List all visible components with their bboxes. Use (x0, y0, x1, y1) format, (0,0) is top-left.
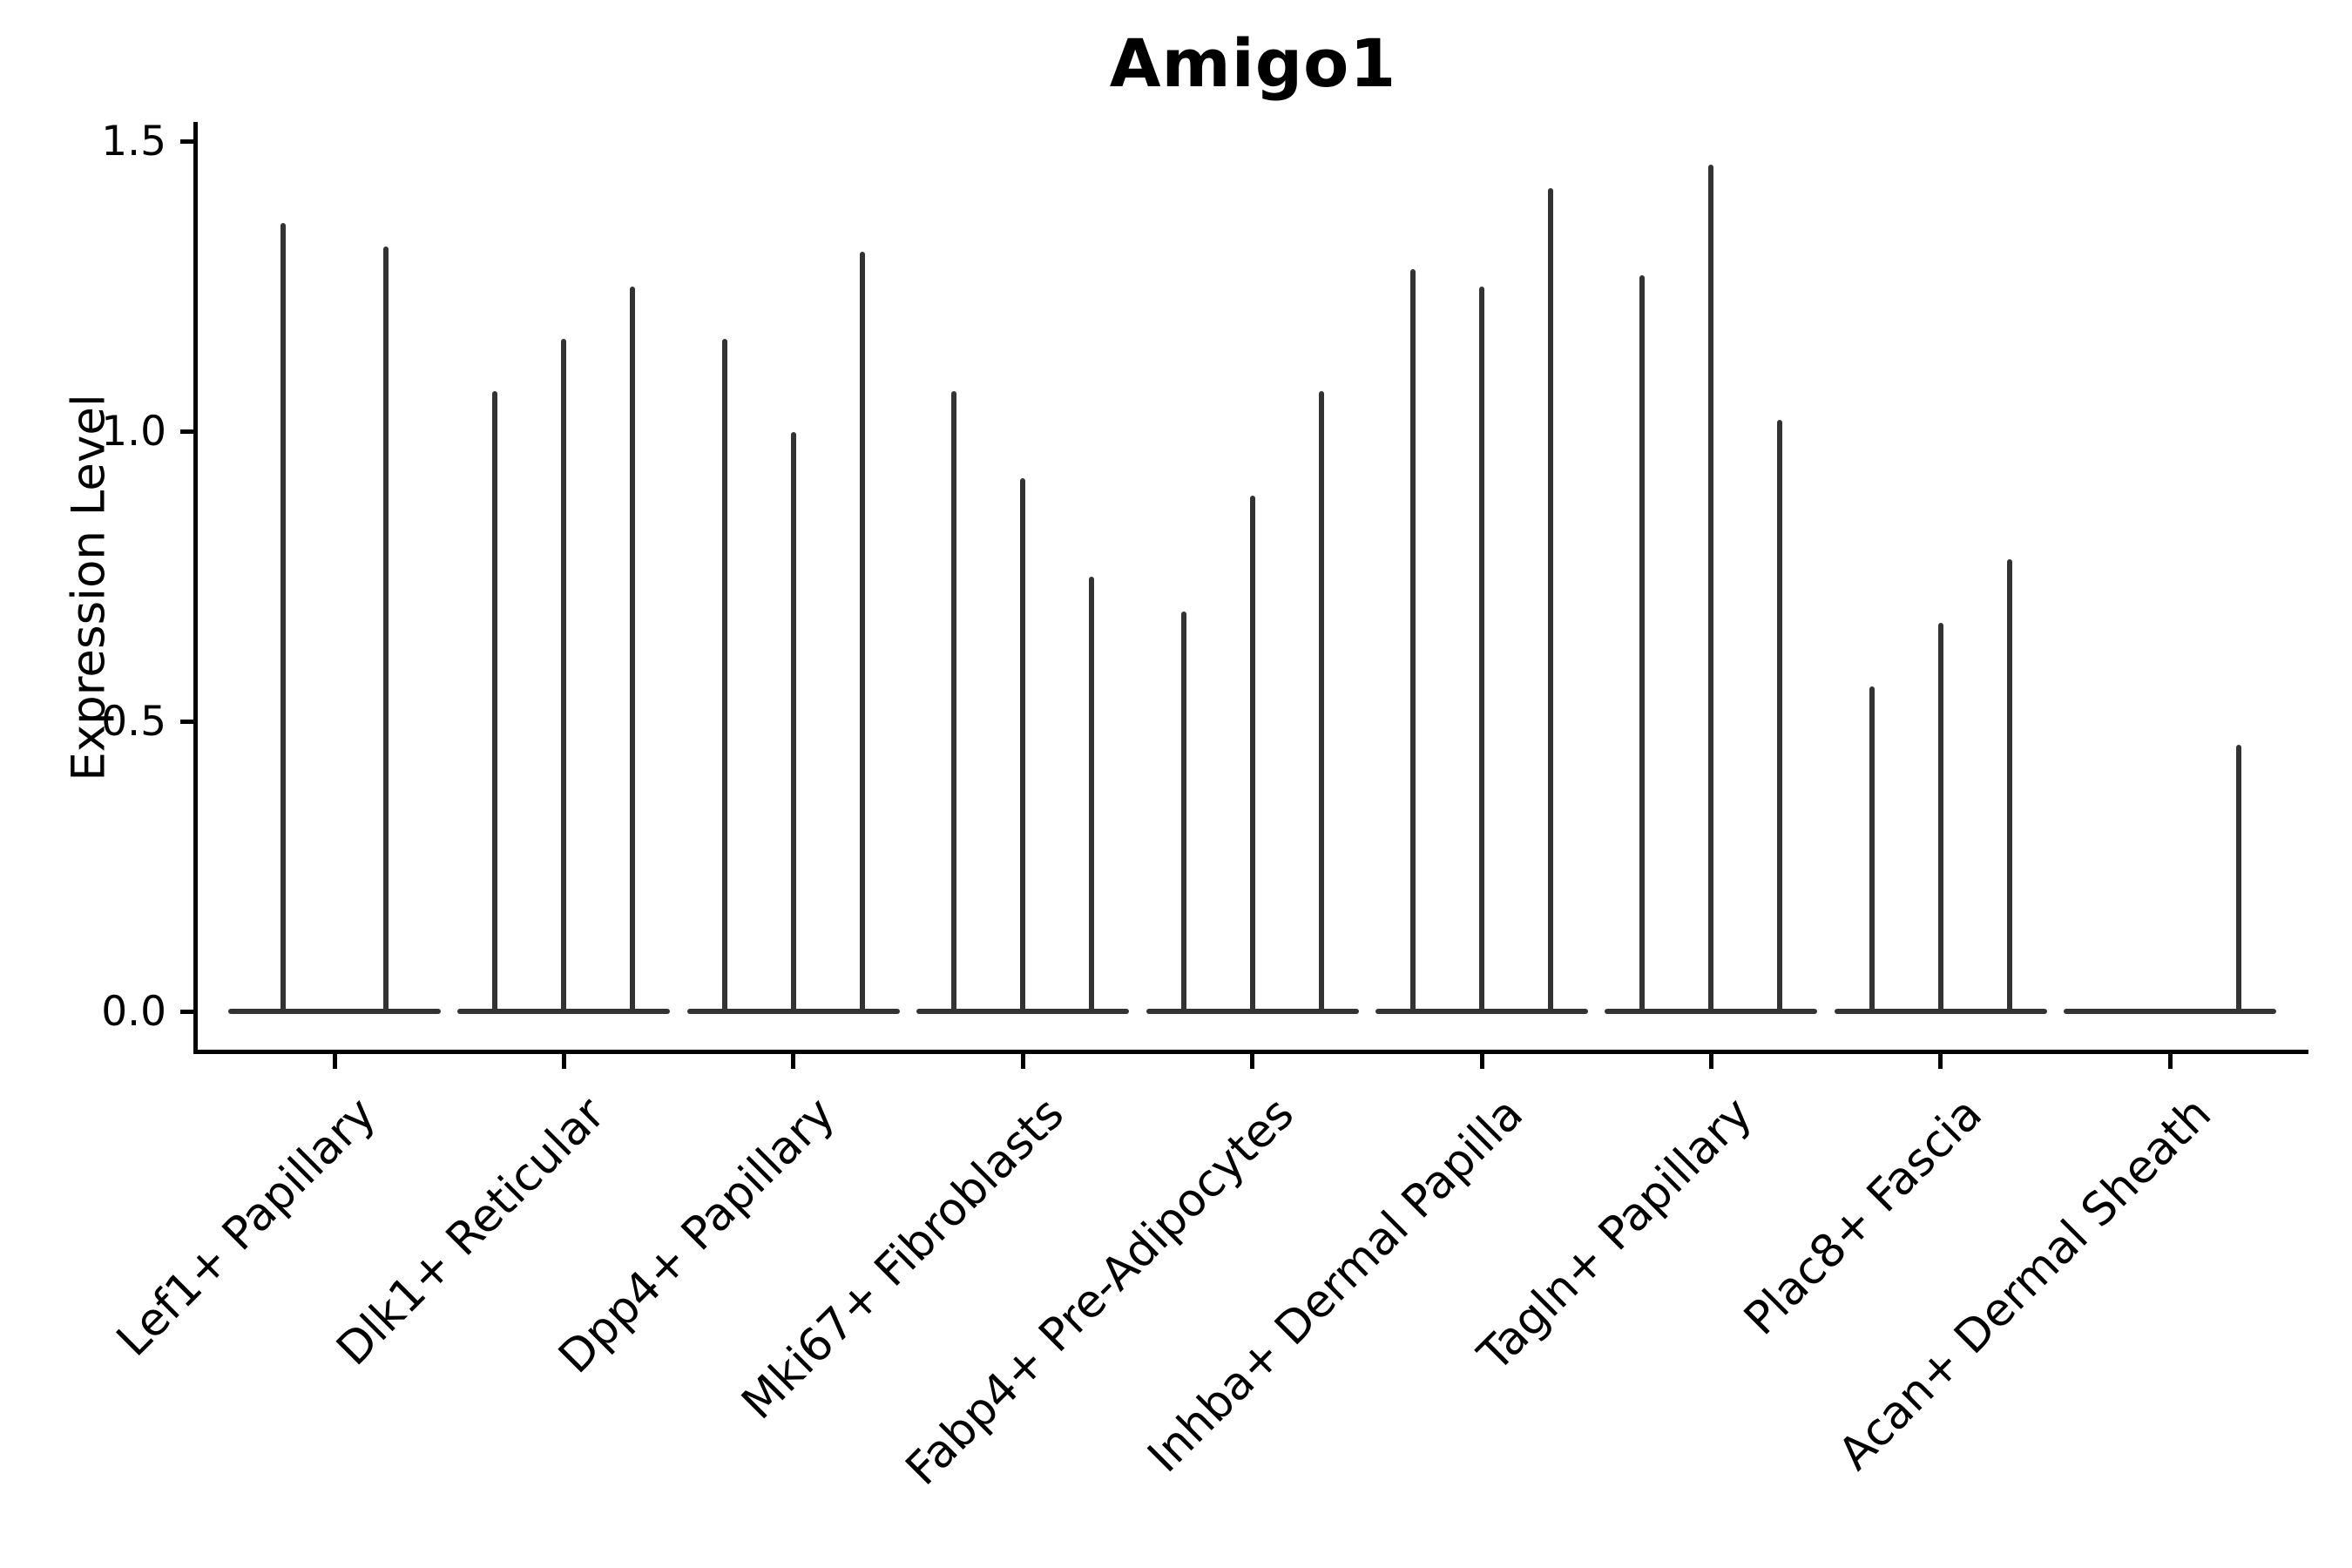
violin-base (2064, 1009, 2277, 1014)
y-tick (180, 1009, 193, 1014)
x-tick (1020, 1054, 1025, 1069)
violin-spike (383, 246, 389, 1011)
y-tick (180, 139, 193, 145)
violin-spike (1318, 390, 1324, 1011)
violin-base (1834, 1009, 2047, 1014)
violin-spike (630, 287, 636, 1011)
violin-spike (1180, 611, 1186, 1011)
violin-base (686, 1009, 900, 1014)
violin-spike (859, 252, 865, 1011)
y-tick-label: 1.5 (101, 118, 166, 166)
violin-spike (1020, 477, 1026, 1011)
x-tick (1479, 1054, 1484, 1069)
violin-spike (1777, 420, 1783, 1011)
violin-base (228, 1009, 441, 1014)
x-tick (1708, 1054, 1713, 1069)
violin-base (916, 1009, 1130, 1014)
x-tick-label: Plac8+ Fascia (1734, 1087, 1992, 1346)
y-axis-label: Expression Level (62, 394, 116, 781)
violin-base (1146, 1009, 1359, 1014)
x-tick-label: Mki67+ Fibroblasts (732, 1087, 1075, 1430)
violin-spike (1479, 287, 1484, 1011)
violin-spike (721, 339, 727, 1011)
x-tick-label: Tagln+ Papillary (1469, 1087, 1763, 1382)
violin-spike (2006, 558, 2012, 1011)
violin-base (1375, 1009, 1588, 1014)
y-tick-label: 1.0 (101, 408, 166, 456)
x-tick (561, 1054, 566, 1069)
x-tick (791, 1054, 796, 1069)
violin-spike (1249, 495, 1255, 1011)
violin-spike (280, 222, 286, 1011)
violin-base (457, 1009, 671, 1014)
x-tick-label: Inhba+ Dermal Papilla (1138, 1087, 1534, 1484)
violin-spike (492, 390, 498, 1011)
x-tick-label: Dpp4+ Papillary (549, 1087, 845, 1384)
y-tick (180, 429, 193, 434)
violin-base (1605, 1009, 1818, 1014)
y-tick (180, 719, 193, 724)
violin-spike (790, 431, 796, 1011)
violin-spike (1548, 187, 1553, 1011)
x-tick (1938, 1054, 1943, 1069)
violin-spike (1869, 686, 1875, 1011)
violin-spike (1089, 576, 1095, 1011)
violin-spike (1639, 274, 1646, 1011)
violin-spike (951, 390, 957, 1011)
x-axis-spine (193, 1050, 2308, 1054)
x-tick-label: Acan+ Dermal Sheath (1828, 1087, 2222, 1481)
y-tick-label: 0.0 (101, 987, 166, 1036)
chart-title: Amigo1 (1109, 24, 1397, 102)
violin-spike (561, 339, 567, 1011)
y-tick-label: 0.5 (101, 697, 166, 746)
violin-spike (1937, 623, 1943, 1011)
violin-spike (1708, 165, 1714, 1011)
x-tick (2167, 1054, 2173, 1069)
x-tick-label: Fabp4+ Pre-Adipocytes (896, 1087, 1304, 1496)
x-tick (1250, 1054, 1255, 1069)
y-axis-spine (193, 122, 198, 1054)
violin-spike (1410, 269, 1416, 1011)
violin-spike (2236, 744, 2242, 1011)
x-tick (332, 1054, 337, 1069)
x-tick-label: Dlk1+ Reticular (327, 1087, 616, 1376)
